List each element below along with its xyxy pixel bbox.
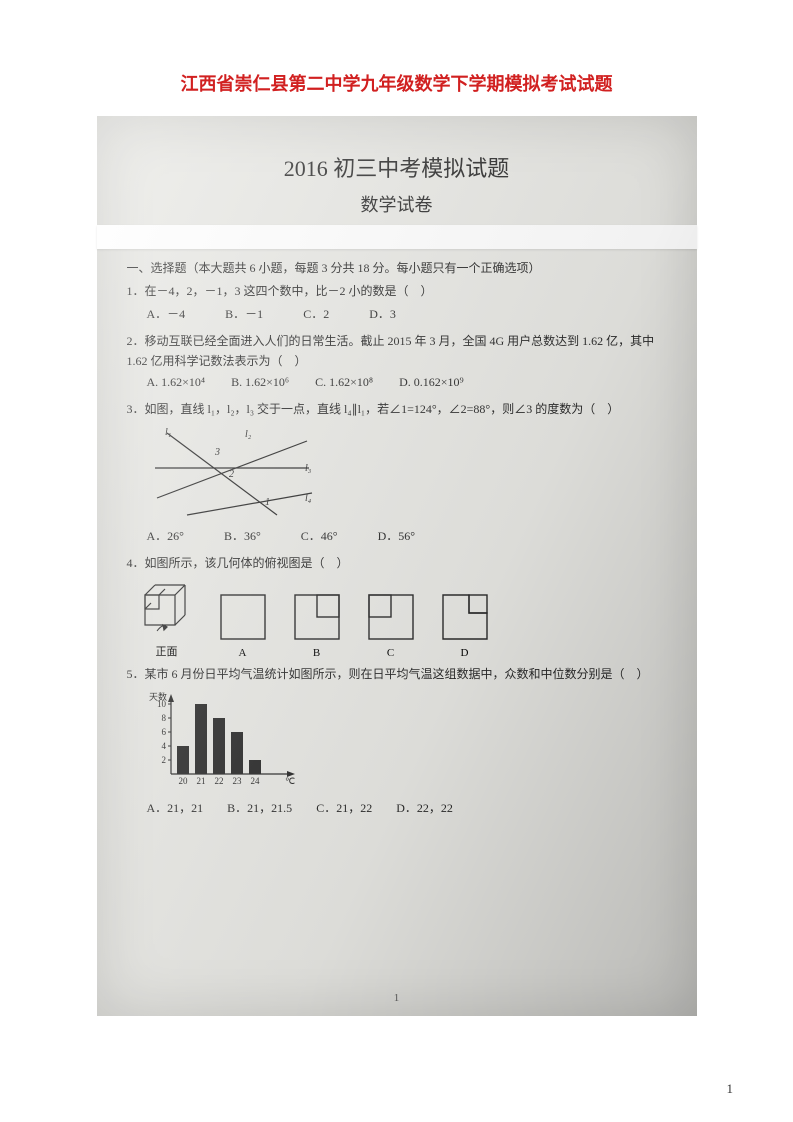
page-title: 江西省崇仁县第二中学九年级数学下学期模拟考试试题: [0, 0, 793, 116]
question-5-options: A．21，21 B．21，21.5 C．21，22 D．22，22: [147, 799, 667, 816]
svg-text:23: 23: [232, 776, 242, 786]
q3-opt-a: A．26°: [147, 527, 184, 544]
q4-solid-icon: [137, 579, 197, 641]
question-5: 5．某市 6 月份日平均气温统计如图所示，则在日平均气温这组数据中，众数和中位数…: [127, 665, 667, 684]
q3-label-a2: 2: [229, 469, 234, 480]
q3-opt-d: D．56°: [378, 527, 415, 544]
q4-opt-d-icon: [437, 589, 493, 645]
svg-text:6: 6: [161, 727, 166, 737]
q4-opt-d-label: D: [461, 647, 469, 659]
scanned-exam-photo: 2016 初三中考模拟试题 数学试卷 一、选择题（本大题共 6 小题，每题 3 …: [97, 116, 697, 1016]
question-2: 2．移动互联已经全面进入人们的日常生活。截止 2015 年 3 月，全国 4G …: [127, 332, 667, 370]
inner-page-number: 1: [394, 992, 400, 1004]
svg-text:24: 24: [250, 776, 260, 786]
svg-text:20: 20: [178, 776, 188, 786]
q3-label-a1: 1: [265, 497, 270, 508]
q3-label-l2: l₂: [245, 429, 252, 440]
svg-text:8: 8: [161, 713, 166, 723]
q5-bar-chart: 天数2468102021222324℃: [141, 690, 667, 795]
q4-front-label: 正面: [156, 643, 178, 659]
svg-text:22: 22: [214, 776, 223, 786]
outer-page-number: 1: [727, 1081, 734, 1097]
question-4: 4．如图所示，该几何体的俯视图是（ ）: [127, 554, 667, 573]
q1-opt-b: B．－1: [225, 305, 263, 322]
q4-opt-b-icon: [289, 589, 345, 645]
q1-opt-a: A．－4: [147, 305, 186, 322]
question-1: 1．在－4，2，－1，3 这四个数中，比－2 小的数是（ ）: [127, 282, 667, 301]
svg-text:21: 21: [196, 776, 205, 786]
q3-label-l4: l₄: [305, 493, 312, 504]
exam-title: 2016 初三中考模拟试题: [127, 151, 667, 183]
svg-text:4: 4: [161, 741, 166, 751]
question-3-options: A．26° B．36° C．46° D．56°: [147, 527, 667, 544]
q4-opt-a-label: A: [239, 647, 247, 659]
question-1-options: A．－4 B．－1 C．2 D．3: [147, 305, 667, 322]
q5-opt-b: B．21，21.5: [227, 799, 292, 816]
question-3: 3．如图，直线 l₁，l₂，l₃ 交于一点，直线 l₄∥l₁，若∠1=124°，…: [127, 400, 667, 419]
q3-opt-c: C．46°: [301, 527, 338, 544]
q1-opt-c: C．2: [303, 305, 329, 322]
q5-opt-d: D．22，22: [396, 799, 453, 816]
question-2-options: A. 1.62×10⁴ B. 1.62×10⁶ C. 1.62×10⁸ D. 0…: [147, 375, 667, 390]
q4-figures-row: 正面 A B C D: [137, 579, 667, 659]
section-instruction: 一、选择题（本大题共 6 小题，每题 3 分共 18 分。每小题只有一个正确选项…: [127, 259, 667, 278]
q5-opt-c: C．21，22: [316, 799, 372, 816]
svg-text:2: 2: [161, 755, 166, 765]
q4-opt-c-icon: [363, 589, 419, 645]
q4-opt-b-label: B: [313, 647, 320, 659]
svg-text:10: 10: [157, 699, 167, 709]
white-strip-overlay: [97, 225, 697, 249]
q3-label-l1: l₁: [165, 427, 171, 438]
q1-opt-d: D．3: [369, 305, 396, 322]
svg-text:℃: ℃: [285, 776, 295, 786]
q3-label-l3: l₃: [305, 463, 312, 474]
q3-opt-b: B．36°: [224, 527, 261, 544]
q4-opt-a-icon: [215, 589, 271, 645]
q5-opt-a: A．21，21: [147, 799, 204, 816]
exam-subtitle: 数学试卷: [127, 191, 667, 217]
q3-lines-diagram: l₁ l₂ l₃ l₄ 3 2 1: [147, 423, 667, 523]
q4-opt-c-label: C: [387, 647, 394, 659]
q2-opt-c: C. 1.62×10⁸: [315, 375, 373, 390]
q2-opt-a: A. 1.62×10⁴: [147, 375, 206, 390]
q3-label-a3: 3: [214, 447, 220, 458]
q2-opt-d: D. 0.162×10⁹: [399, 375, 464, 390]
q2-opt-b: B. 1.62×10⁶: [231, 375, 289, 390]
